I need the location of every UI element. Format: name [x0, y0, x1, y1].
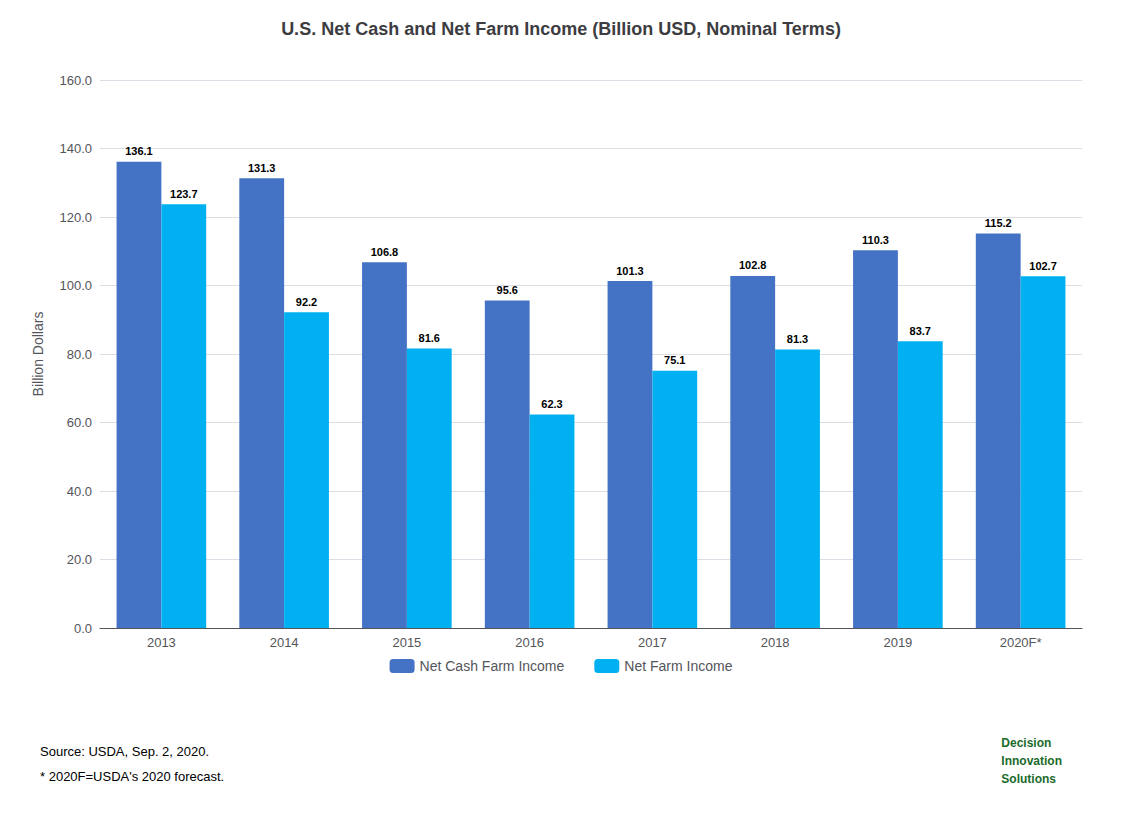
svg-text:Solutions: Solutions: [1001, 772, 1056, 786]
svg-text:136.1: 136.1: [125, 145, 153, 157]
svg-text:75.1: 75.1: [664, 354, 685, 366]
svg-text:Innovation: Innovation: [1001, 754, 1062, 768]
svg-text:2019: 2019: [883, 635, 912, 650]
svg-text:62.3: 62.3: [541, 398, 562, 410]
svg-text:81.6: 81.6: [419, 332, 440, 344]
svg-text:106.8: 106.8: [371, 246, 399, 258]
svg-text:40.0: 40.0: [67, 484, 92, 499]
svg-text:Net Farm Income: Net Farm Income: [624, 658, 732, 674]
svg-text:2014: 2014: [270, 635, 299, 650]
svg-text:95.6: 95.6: [497, 284, 518, 296]
svg-text:101.3: 101.3: [616, 265, 644, 277]
svg-text:2015: 2015: [392, 635, 421, 650]
svg-text:102.7: 102.7: [1029, 260, 1057, 272]
svg-text:140.0: 140.0: [59, 141, 92, 156]
svg-text:Billion Dollars: Billion Dollars: [30, 312, 46, 397]
svg-text:60.0: 60.0: [67, 415, 92, 430]
svg-text:Decision: Decision: [1001, 736, 1051, 750]
svg-text:U.S. Net Cash and Net Farm Inc: U.S. Net Cash and Net Farm Income (Billi…: [281, 19, 841, 39]
svg-text:92.2: 92.2: [296, 296, 317, 308]
svg-text:2013: 2013: [147, 635, 176, 650]
svg-text:2020F*: 2020F*: [1000, 635, 1042, 650]
svg-text:115.2: 115.2: [985, 217, 1012, 229]
svg-text:80.0: 80.0: [67, 347, 92, 362]
svg-text:* 2020F=USDA's 2020 forecast.: * 2020F=USDA's 2020 forecast.: [40, 769, 224, 784]
svg-text:123.7: 123.7: [170, 188, 198, 200]
svg-text:131.3: 131.3: [248, 162, 276, 174]
svg-text:2016: 2016: [515, 635, 544, 650]
svg-text:100.0: 100.0: [59, 278, 92, 293]
svg-text:Net Cash Farm Income: Net Cash Farm Income: [420, 658, 565, 674]
svg-text:20.0: 20.0: [67, 552, 92, 567]
svg-text:81.3: 81.3: [787, 333, 808, 345]
svg-text:110.3: 110.3: [862, 234, 889, 246]
svg-text:160.0: 160.0: [59, 73, 92, 88]
svg-text:83.7: 83.7: [910, 325, 931, 337]
svg-text:102.8: 102.8: [739, 259, 767, 271]
svg-text:2017: 2017: [638, 635, 667, 650]
svg-text:2018: 2018: [761, 635, 790, 650]
svg-text:Source: USDA, Sep. 2, 2020.: Source: USDA, Sep. 2, 2020.: [40, 744, 209, 759]
svg-text:0.0: 0.0: [74, 621, 92, 636]
svg-text:120.0: 120.0: [59, 210, 92, 225]
